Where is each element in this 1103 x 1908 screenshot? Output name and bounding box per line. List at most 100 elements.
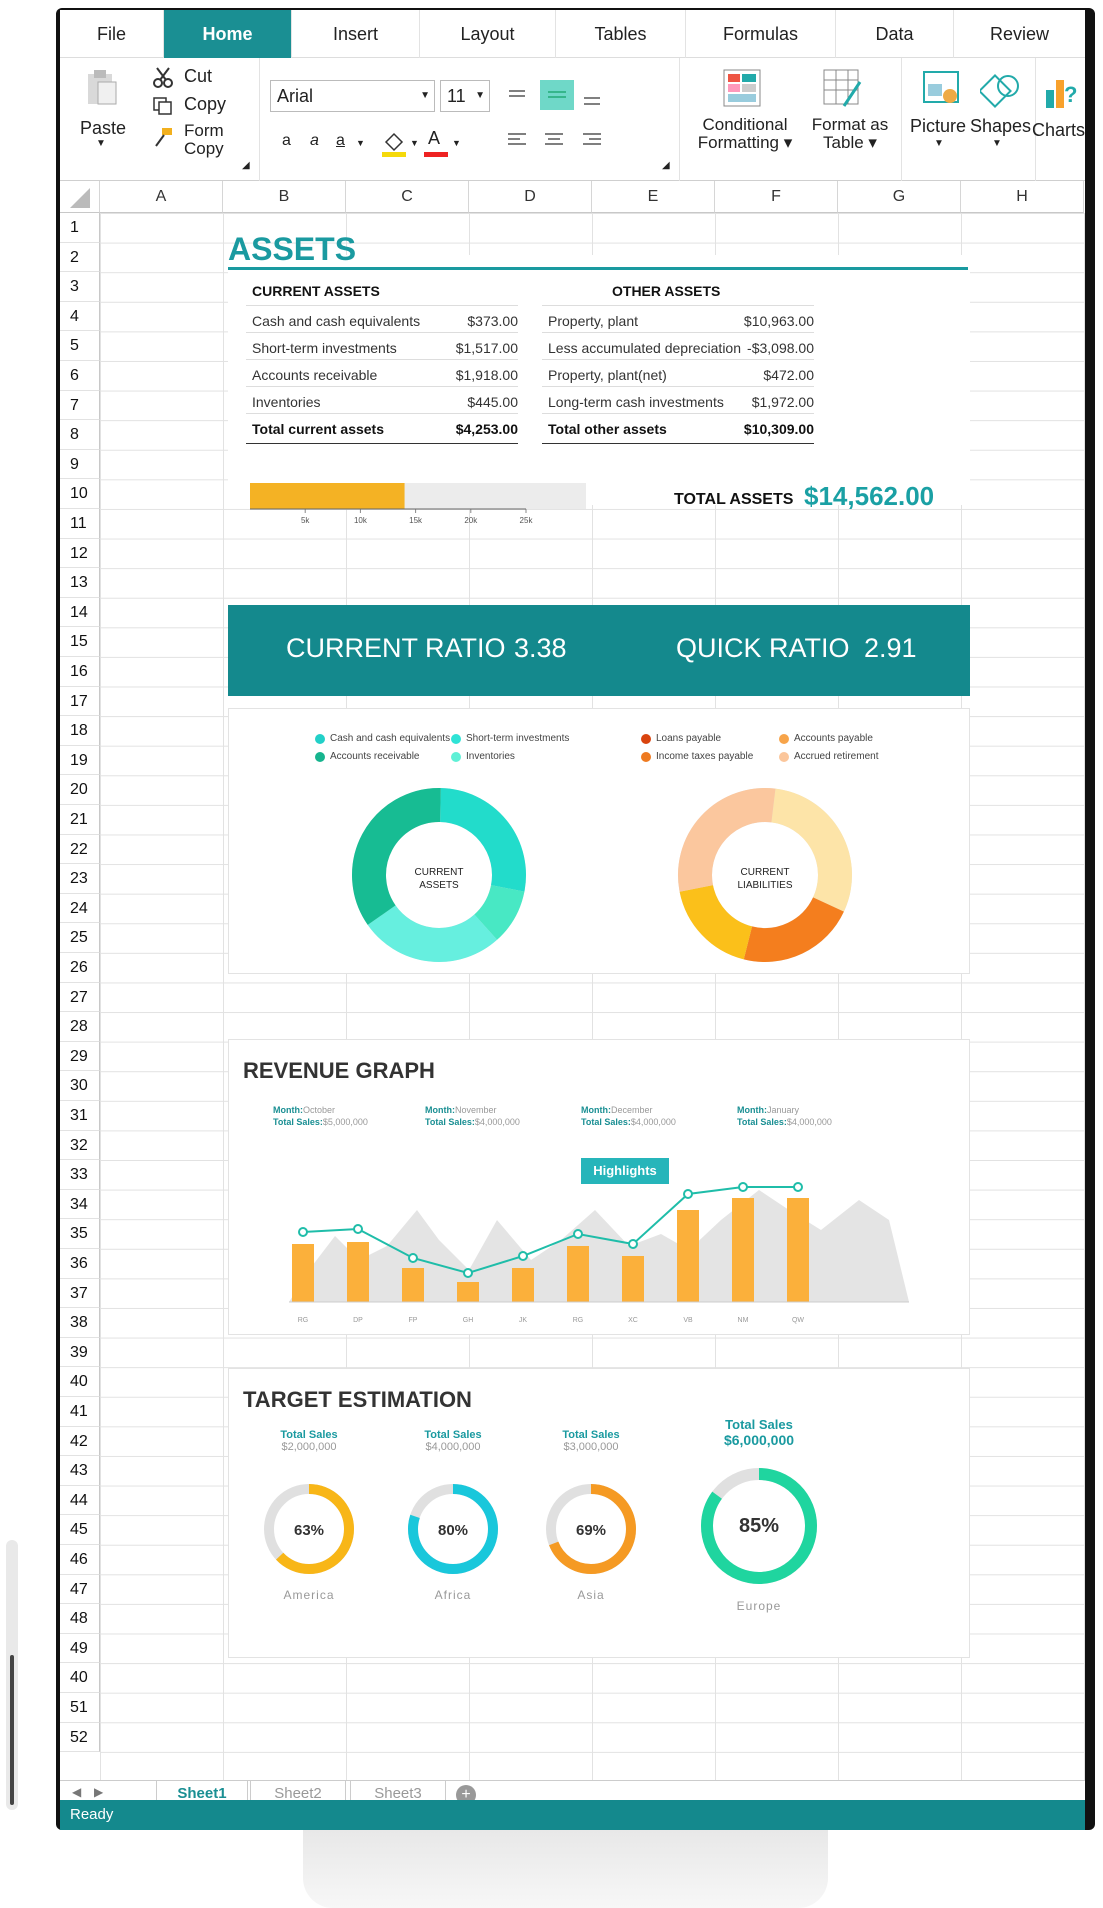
- row-header[interactable]: 16: [60, 657, 100, 687]
- font-size-select[interactable]: 11 ▼: [440, 80, 490, 112]
- column-header[interactable]: C: [346, 181, 469, 213]
- column-header[interactable]: E: [592, 181, 715, 213]
- align-top-icon[interactable]: [505, 86, 529, 106]
- align-middle-button[interactable]: [540, 80, 574, 110]
- tab-layout[interactable]: Layout: [420, 10, 556, 58]
- tab-data[interactable]: Data: [836, 10, 954, 58]
- font-color-icon[interactable]: A: [428, 128, 441, 148]
- column-header[interactable]: F: [715, 181, 838, 213]
- row-header[interactable]: 49: [60, 1633, 100, 1664]
- conditional-formatting-button[interactable]: Conditional Formatting ▾: [697, 115, 793, 152]
- column-header[interactable]: D: [469, 181, 592, 213]
- row-header[interactable]: 31: [60, 1101, 100, 1131]
- fill-color-icon[interactable]: [380, 128, 410, 158]
- column-header[interactable]: H: [961, 181, 1084, 213]
- row-header[interactable]: 29: [60, 1041, 100, 1072]
- scroll-left-icon[interactable]: ◀: [72, 1785, 82, 1799]
- row-header[interactable]: 21: [60, 805, 100, 835]
- row-header[interactable]: 30: [60, 1071, 100, 1101]
- row-header[interactable]: 47: [60, 1574, 100, 1605]
- underline-dropdown-icon[interactable]: ▼: [356, 138, 365, 148]
- row-header[interactable]: 10: [60, 479, 100, 509]
- row-header[interactable]: 20: [60, 775, 100, 805]
- row-header[interactable]: 46: [60, 1545, 100, 1575]
- font-name-select[interactable]: Arial ▼: [270, 80, 435, 112]
- charts-icon[interactable]: ?: [1044, 72, 1080, 112]
- cell-area[interactable]: CURRENT ASSETS OTHER ASSETS Cash and cas…: [100, 213, 1085, 1780]
- paste-button[interactable]: Paste: [80, 118, 127, 138]
- align-center-icon[interactable]: [542, 130, 566, 150]
- row-header[interactable]: 40: [60, 1663, 100, 1693]
- row-header[interactable]: 17: [60, 686, 100, 717]
- picture-dropdown-icon[interactable]: ▼: [934, 138, 944, 149]
- row-header[interactable]: 43: [60, 1456, 100, 1486]
- row-header[interactable]: 34: [60, 1189, 100, 1220]
- row-header[interactable]: 2: [60, 242, 100, 273]
- row-header[interactable]: 8: [60, 420, 100, 450]
- align-right-icon[interactable]: [580, 130, 604, 150]
- align-bottom-icon[interactable]: [580, 90, 604, 110]
- picture-icon[interactable]: [922, 70, 962, 110]
- tab-insert[interactable]: Insert: [292, 10, 420, 58]
- row-header[interactable]: 48: [60, 1604, 100, 1634]
- scissors-icon[interactable]: [152, 66, 174, 88]
- row-header[interactable]: 52: [60, 1722, 100, 1753]
- row-header[interactable]: 40: [60, 1367, 100, 1397]
- clipboard-expand-icon[interactable]: ◢: [242, 160, 250, 171]
- tab-review[interactable]: Review: [989, 24, 1050, 44]
- tab-file[interactable]: File: [60, 10, 164, 58]
- row-header[interactable]: 15: [60, 627, 100, 657]
- row-header[interactable]: 22: [60, 834, 100, 865]
- row-header[interactable]: 23: [60, 864, 100, 894]
- font-expand-icon[interactable]: ◢: [662, 160, 670, 171]
- row-header[interactable]: 1: [60, 213, 100, 243]
- row-header[interactable]: 25: [60, 923, 100, 953]
- format-table-icon[interactable]: [822, 68, 862, 108]
- row-header[interactable]: 37: [60, 1278, 100, 1309]
- row-header[interactable]: 7: [60, 390, 100, 421]
- underline-button[interactable]: a: [336, 132, 345, 149]
- row-header[interactable]: 11: [60, 509, 100, 539]
- format-as-table-button[interactable]: Format as Table ▾: [811, 115, 889, 152]
- row-header[interactable]: 38: [60, 1308, 100, 1338]
- row-header[interactable]: 9: [60, 449, 100, 480]
- row-header[interactable]: 33: [60, 1160, 100, 1190]
- row-header[interactable]: 6: [60, 361, 100, 391]
- row-header[interactable]: 36: [60, 1249, 100, 1279]
- shapes-dropdown-icon[interactable]: ▼: [992, 138, 1002, 149]
- shapes-icon[interactable]: [980, 70, 1020, 110]
- tab-home[interactable]: Home: [164, 10, 292, 58]
- row-header[interactable]: 44: [60, 1485, 100, 1516]
- row-header[interactable]: 28: [60, 1012, 100, 1042]
- column-header[interactable]: G: [838, 181, 961, 213]
- row-header[interactable]: 4: [60, 301, 100, 332]
- tab-formulas[interactable]: Formulas: [686, 10, 836, 58]
- tab-tables[interactable]: Tables: [556, 10, 686, 58]
- row-header[interactable]: 51: [60, 1693, 100, 1723]
- fill-dropdown-icon[interactable]: ▼: [410, 138, 419, 148]
- row-header[interactable]: 12: [60, 538, 100, 569]
- cut-button[interactable]: Cut: [184, 66, 213, 86]
- column-header[interactable]: B: [223, 181, 346, 213]
- row-header[interactable]: 32: [60, 1130, 100, 1161]
- row-header[interactable]: 39: [60, 1337, 100, 1368]
- row-header[interactable]: 13: [60, 568, 100, 598]
- row-header[interactable]: 24: [60, 893, 100, 924]
- row-header[interactable]: 5: [60, 331, 100, 361]
- row-header[interactable]: 45: [60, 1515, 100, 1545]
- row-header[interactable]: 3: [60, 272, 100, 302]
- bold-button[interactable]: a: [282, 132, 291, 149]
- paste-icon[interactable]: [84, 68, 120, 108]
- shapes-button[interactable]: Shapes: [970, 116, 1032, 136]
- align-left-icon[interactable]: [505, 130, 529, 150]
- format-painter-label[interactable]: Form Copy: [184, 121, 224, 158]
- row-header[interactable]: 42: [60, 1426, 100, 1457]
- row-header[interactable]: 35: [60, 1219, 100, 1249]
- charts-button[interactable]: Charts: [1032, 120, 1085, 140]
- font-color-dropdown-icon[interactable]: ▼: [452, 138, 461, 148]
- scroll-right-icon[interactable]: ▶: [94, 1785, 104, 1799]
- row-header[interactable]: 27: [60, 982, 100, 1013]
- paste-dropdown-icon[interactable]: ▼: [96, 138, 106, 149]
- italic-button[interactable]: a: [310, 132, 319, 149]
- format-painter-icon[interactable]: [152, 126, 174, 148]
